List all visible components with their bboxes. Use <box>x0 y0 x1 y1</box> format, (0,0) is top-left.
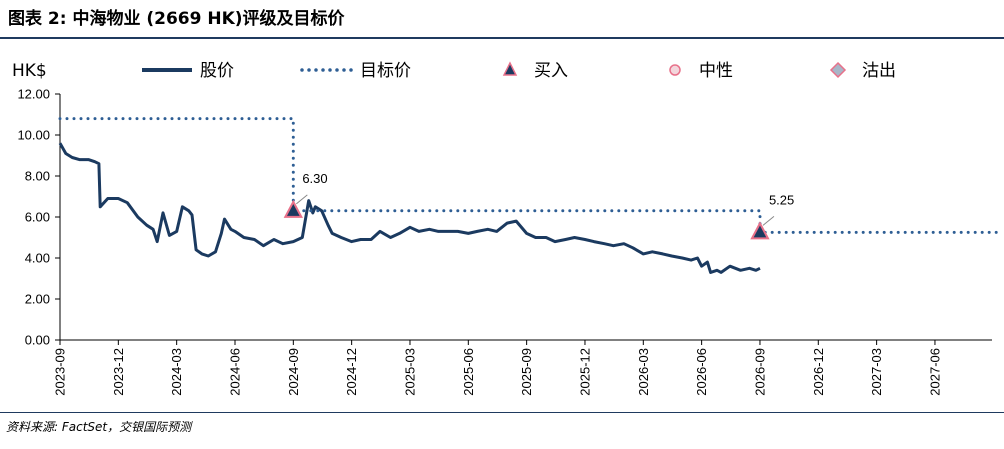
chart-title: 图表 2: 中海物业 (2669 HK)评级及目标价 <box>8 9 345 29</box>
x-tick-label: 2026-12 <box>811 348 826 396</box>
x-tick-label: 2026-09 <box>752 348 767 396</box>
axes: 0.00 2.00 4.00 6.00 8.00 10.00 12.00 2023-09 202… <box>17 87 992 396</box>
y-axis-unit-label: HK$ <box>12 61 47 81</box>
x-tick-label: 2025-03 <box>402 348 417 396</box>
y-tick-label: 12.00 <box>17 87 50 102</box>
x-tick-label: 2024-03 <box>169 348 184 396</box>
y-tick-label: 6.00 <box>25 210 50 225</box>
y-tick-label: 0.00 <box>25 333 50 348</box>
target-price-label: 6.30 <box>302 171 327 186</box>
x-tick-label: 2025-09 <box>519 348 534 396</box>
x-tick-label: 2023-12 <box>111 348 126 396</box>
data-label-leader <box>762 215 775 226</box>
target-price-line <box>58 117 1004 234</box>
plot-area: 6.30 5.25 <box>58 117 1004 274</box>
rating-target-chart: HK$ 股价 目标价 买入 中性 沽出 0.00 2.00 4.00 6.00 8.00 10.0… <box>12 61 1004 396</box>
x-tick-label: 2024-09 <box>286 348 301 396</box>
y-tick-label: 4.00 <box>25 251 50 266</box>
y-tick-label: 8.00 <box>25 169 50 184</box>
footer-divider <box>0 412 1004 413</box>
x-tick-label: 2027-03 <box>869 348 884 396</box>
legend-label: 股价 <box>200 61 234 81</box>
x-tick-label: 2026-03 <box>636 348 651 396</box>
target-price-label: 5.25 <box>769 192 794 207</box>
x-tick-label: 2023-09 <box>53 348 68 396</box>
x-tick-label: 2026-06 <box>694 348 709 396</box>
source-note: 资料来源: FactSet，交银国际预测 <box>6 420 192 434</box>
legend-label: 买入 <box>534 61 568 81</box>
buy-rating-marker <box>283 199 303 218</box>
share-price-line <box>58 142 761 274</box>
legend-neutral-icon <box>669 64 681 76</box>
x-tick-label: 2025-12 <box>577 348 592 396</box>
legend-sell-icon <box>829 61 847 79</box>
buy-rating-marker <box>750 221 770 240</box>
y-tick-label: 10.00 <box>17 128 50 143</box>
y-tick-label: 2.00 <box>25 292 50 307</box>
legend: 股价 目标价 买入 中性 沽出 <box>142 61 896 81</box>
x-tick-label: 2027-06 <box>927 348 942 396</box>
legend-buy-icon <box>502 61 518 76</box>
x-tick-label: 2024-06 <box>227 348 242 396</box>
data-label-leader <box>296 194 308 205</box>
title-divider <box>0 37 1004 39</box>
legend-label: 中性 <box>699 61 733 81</box>
x-tick-label: 2025-06 <box>461 348 476 396</box>
x-tick-label: 2024-12 <box>344 348 359 396</box>
legend-label: 沽出 <box>862 61 896 81</box>
legend-label: 目标价 <box>360 61 411 81</box>
